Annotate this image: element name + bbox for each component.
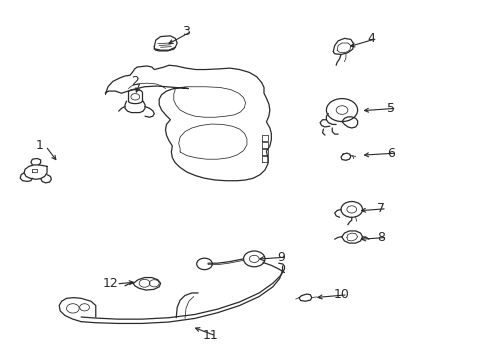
Text: 9: 9 bbox=[277, 251, 285, 264]
Text: 12: 12 bbox=[102, 278, 118, 291]
Text: 7: 7 bbox=[376, 202, 384, 215]
Text: 1: 1 bbox=[36, 139, 43, 152]
Text: 11: 11 bbox=[202, 329, 218, 342]
Text: 10: 10 bbox=[333, 288, 349, 301]
Text: 6: 6 bbox=[386, 147, 394, 159]
Text: 2: 2 bbox=[131, 75, 139, 88]
Text: 5: 5 bbox=[386, 102, 394, 115]
Text: 4: 4 bbox=[366, 32, 374, 45]
Text: 8: 8 bbox=[376, 231, 384, 244]
Text: 3: 3 bbox=[182, 25, 189, 38]
